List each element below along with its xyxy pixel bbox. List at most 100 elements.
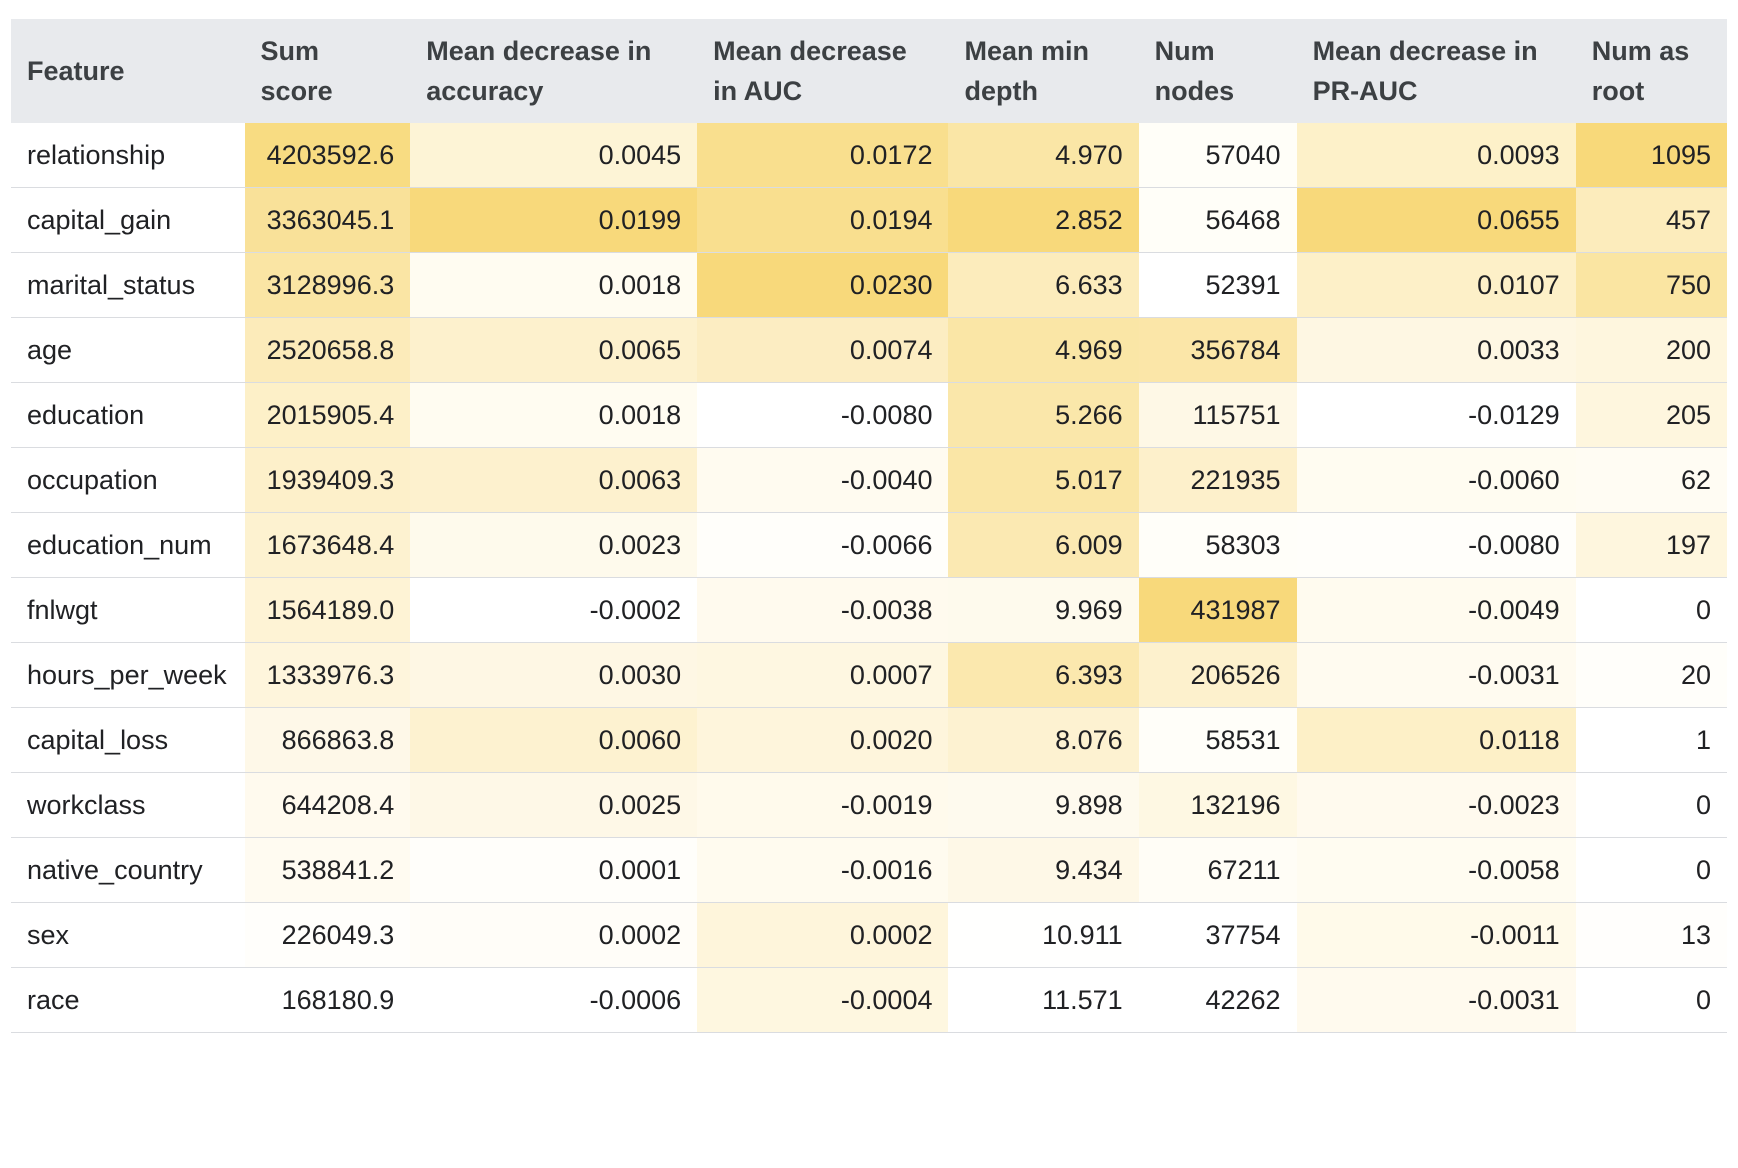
cell-feature: capital_gain [11, 187, 245, 253]
cell-mean-decrease-accuracy: 0.0060 [410, 707, 698, 773]
cell-num-nodes: 67211 [1138, 837, 1297, 903]
cell-sum-score: 3363045.1 [244, 187, 411, 253]
cell-mean-decrease-accuracy: 0.0002 [410, 902, 698, 968]
table-row: sex 226049.3 0.0002 0.0002 10.911 37754 -0.001… [11, 902, 1727, 968]
table-row: age 2520658.8 0.0065 0.0074 4.969 356784 0.003… [11, 317, 1727, 383]
cell-num-nodes: 58303 [1138, 512, 1297, 578]
cell-num-as-root: 457 [1575, 187, 1727, 253]
table-body: relationship 4203592.6 0.0045 0.0172 4.970 57… [11, 123, 1727, 1033]
table-row: capital_gain 3363045.1 0.0199 0.0194 2.852 56… [11, 187, 1727, 253]
column-header-mean-min-depth[interactable]: Mean min depth [948, 19, 1139, 123]
table-row: occupation 1939409.3 0.0063 -0.0040 5.017 221… [11, 447, 1727, 513]
cell-sum-score: 226049.3 [244, 902, 411, 968]
cell-num-nodes: 206526 [1138, 642, 1297, 708]
table-row: hours_per_week 1333976.3 0.0030 0.0007 6.393… [11, 642, 1727, 708]
cell-mean-min-depth: 4.969 [948, 317, 1139, 383]
cell-mean-decrease-accuracy: 0.0065 [410, 317, 698, 383]
feature-importance-table-container: Feature Sum score Mean decrease in accur… [11, 19, 1727, 1033]
cell-mean-decrease-pr-auc: -0.0023 [1296, 772, 1576, 838]
column-header-mean-decrease-accuracy[interactable]: Mean decrease in accuracy [410, 19, 698, 123]
cell-feature: fnlwgt [11, 577, 245, 643]
cell-mean-min-depth: 11.571 [948, 967, 1139, 1033]
cell-mean-decrease-auc: 0.0020 [697, 707, 949, 773]
cell-mean-decrease-accuracy: -0.0002 [410, 577, 698, 643]
cell-num-as-root: 197 [1575, 512, 1727, 578]
cell-mean-min-depth: 9.969 [948, 577, 1139, 643]
cell-mean-decrease-pr-auc: 0.0655 [1296, 187, 1576, 253]
cell-feature: race [11, 967, 245, 1033]
cell-mean-decrease-pr-auc: -0.0058 [1296, 837, 1576, 903]
cell-sum-score: 168180.9 [244, 967, 411, 1033]
cell-num-nodes: 42262 [1138, 967, 1297, 1033]
cell-mean-decrease-auc: -0.0038 [697, 577, 949, 643]
cell-mean-decrease-accuracy: 0.0018 [410, 252, 698, 318]
table-row: relationship 4203592.6 0.0045 0.0172 4.970 57… [11, 123, 1727, 188]
table-row: education_num 1673648.4 0.0023 -0.0066 6.009… [11, 512, 1727, 578]
cell-mean-min-depth: 6.393 [948, 642, 1139, 708]
cell-mean-decrease-accuracy: 0.0018 [410, 382, 698, 448]
cell-feature: marital_status [11, 252, 245, 318]
cell-sum-score: 1333976.3 [244, 642, 411, 708]
cell-mean-decrease-auc: -0.0080 [697, 382, 949, 448]
cell-feature: workclass [11, 772, 245, 838]
cell-feature: education_num [11, 512, 245, 578]
cell-sum-score: 644208.4 [244, 772, 411, 838]
table-row: fnlwgt 1564189.0 -0.0002 -0.0038 9.969 431987… [11, 577, 1727, 643]
cell-mean-decrease-pr-auc: -0.0060 [1296, 447, 1576, 513]
cell-mean-decrease-auc: -0.0004 [697, 967, 949, 1033]
cell-num-nodes: 57040 [1138, 123, 1297, 188]
cell-feature: age [11, 317, 245, 383]
cell-mean-decrease-auc: 0.0194 [697, 187, 949, 253]
cell-num-nodes: 431987 [1138, 577, 1297, 643]
cell-mean-decrease-accuracy: 0.0030 [410, 642, 698, 708]
cell-sum-score: 1673648.4 [244, 512, 411, 578]
cell-num-as-root: 0 [1575, 837, 1727, 903]
cell-mean-min-depth: 9.434 [948, 837, 1139, 903]
cell-num-nodes: 37754 [1138, 902, 1297, 968]
cell-mean-decrease-accuracy: 0.0063 [410, 447, 698, 513]
cell-mean-min-depth: 5.017 [948, 447, 1139, 513]
cell-sum-score: 1939409.3 [244, 447, 411, 513]
cell-mean-decrease-auc: -0.0016 [697, 837, 949, 903]
cell-num-as-root: 0 [1575, 577, 1727, 643]
cell-mean-decrease-accuracy: 0.0045 [410, 123, 698, 188]
cell-mean-decrease-pr-auc: 0.0107 [1296, 252, 1576, 318]
column-header-sum-score[interactable]: Sum score [244, 19, 411, 123]
cell-num-as-root: 200 [1575, 317, 1727, 383]
cell-sum-score: 2015905.4 [244, 382, 411, 448]
cell-mean-decrease-accuracy: 0.0025 [410, 772, 698, 838]
cell-mean-decrease-pr-auc: 0.0033 [1296, 317, 1576, 383]
table-row: marital_status 3128996.3 0.0018 0.0230 6.633… [11, 252, 1727, 318]
column-header-feature[interactable]: Feature [11, 19, 245, 123]
column-header-num-nodes[interactable]: Num nodes [1138, 19, 1297, 123]
cell-num-as-root: 1 [1575, 707, 1727, 773]
column-header-num-as-root[interactable]: Num as root [1575, 19, 1727, 123]
cell-mean-decrease-pr-auc: -0.0049 [1296, 577, 1576, 643]
cell-num-as-root: 0 [1575, 967, 1727, 1033]
cell-sum-score: 538841.2 [244, 837, 411, 903]
cell-num-as-root: 1095 [1575, 123, 1727, 188]
cell-mean-decrease-pr-auc: -0.0011 [1296, 902, 1576, 968]
cell-num-as-root: 20 [1575, 642, 1727, 708]
cell-mean-decrease-auc: 0.0230 [697, 252, 949, 318]
cell-num-nodes: 56468 [1138, 187, 1297, 253]
cell-feature: relationship [11, 123, 245, 188]
column-header-mean-decrease-auc[interactable]: Mean decrease in AUC [697, 19, 949, 123]
cell-sum-score: 3128996.3 [244, 252, 411, 318]
cell-mean-decrease-auc: 0.0074 [697, 317, 949, 383]
cell-mean-decrease-auc: 0.0007 [697, 642, 949, 708]
cell-mean-decrease-pr-auc: -0.0080 [1296, 512, 1576, 578]
cell-num-nodes: 132196 [1138, 772, 1297, 838]
table-row: race 168180.9 -0.0006 -0.0004 11.571 42262 -0.… [11, 967, 1727, 1033]
cell-sum-score: 866863.8 [244, 707, 411, 773]
cell-mean-decrease-auc: -0.0019 [697, 772, 949, 838]
cell-num-nodes: 356784 [1138, 317, 1297, 383]
cell-feature: hours_per_week [11, 642, 245, 708]
cell-sum-score: 2520658.8 [244, 317, 411, 383]
cell-mean-decrease-auc: 0.0002 [697, 902, 949, 968]
column-header-mean-decrease-pr-auc[interactable]: Mean decrease in PR-AUC [1296, 19, 1576, 123]
table-row: workclass 644208.4 0.0025 -0.0019 9.898 13219… [11, 772, 1727, 838]
cell-mean-decrease-pr-auc: 0.0093 [1296, 123, 1576, 188]
cell-mean-min-depth: 6.009 [948, 512, 1139, 578]
cell-mean-decrease-pr-auc: -0.0031 [1296, 967, 1576, 1033]
